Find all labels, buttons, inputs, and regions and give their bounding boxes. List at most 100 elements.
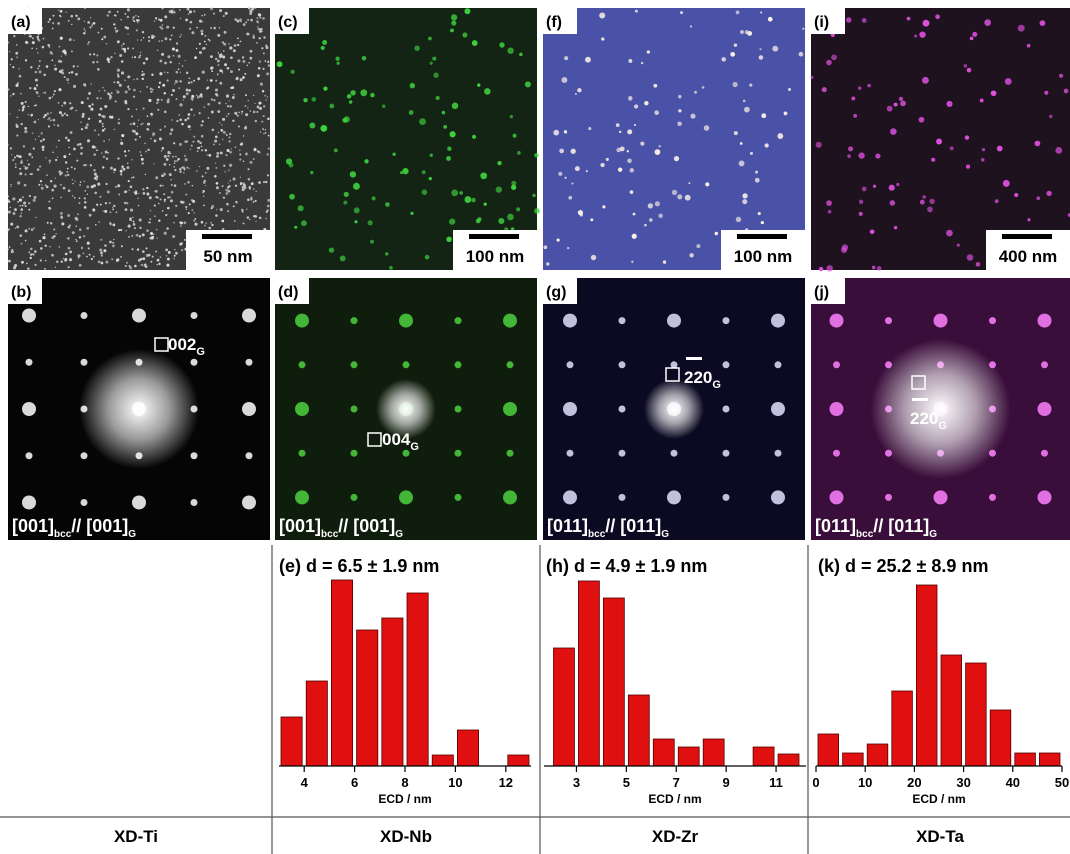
particle (53, 94, 55, 96)
particle (262, 90, 264, 92)
particle (168, 251, 171, 254)
particle (10, 147, 12, 149)
particle (258, 181, 261, 184)
bar (753, 747, 774, 766)
particle (196, 170, 198, 172)
particle (166, 158, 169, 161)
zone-b: // [001] (71, 516, 128, 536)
particle (102, 38, 103, 39)
particle (43, 74, 46, 77)
particle (209, 40, 211, 42)
particle (204, 35, 206, 37)
particle (132, 47, 134, 49)
particle (519, 53, 523, 57)
particle (148, 254, 151, 257)
particle (248, 100, 249, 101)
particle (50, 119, 52, 121)
particle (132, 217, 134, 219)
spot-sub: G (712, 379, 721, 391)
particle (123, 43, 125, 45)
particle (133, 223, 136, 226)
particle (256, 111, 258, 113)
particle (31, 156, 33, 158)
scale-bar (202, 234, 252, 239)
particle (156, 264, 157, 265)
particle (239, 149, 240, 150)
particle (53, 235, 55, 237)
particle (265, 45, 267, 47)
particle (826, 265, 832, 271)
bar (432, 755, 453, 766)
particle (191, 81, 193, 83)
particle (601, 37, 604, 40)
particle (241, 209, 243, 211)
particle (255, 215, 258, 218)
diffraction-spot (619, 494, 626, 501)
particle (39, 60, 41, 62)
particle (138, 56, 140, 58)
particle (227, 67, 230, 70)
particle (34, 250, 37, 253)
particle (48, 46, 50, 48)
particle (745, 30, 749, 34)
particle (220, 129, 223, 132)
particle (557, 239, 560, 242)
particle (30, 173, 32, 175)
particle (268, 64, 270, 66)
particle (161, 40, 163, 42)
particle (559, 149, 564, 154)
particle (862, 187, 867, 192)
particle (765, 143, 769, 147)
x-tick-label: 11 (769, 775, 783, 790)
particle (66, 78, 69, 81)
particle (259, 60, 261, 62)
particle (471, 198, 476, 203)
particle (265, 129, 266, 130)
diffraction-spot (567, 361, 574, 368)
particle (67, 139, 70, 142)
particle (233, 94, 235, 96)
particle (166, 264, 169, 267)
particle (199, 20, 202, 23)
particle (15, 163, 17, 165)
particle (79, 264, 82, 267)
particle (250, 161, 253, 164)
particle (677, 122, 681, 126)
particle (219, 55, 222, 58)
particle (87, 242, 90, 245)
particle (696, 244, 700, 248)
zone-a-sub: bcc (321, 529, 339, 540)
particle (768, 17, 773, 22)
particle (24, 130, 27, 133)
particle (28, 202, 30, 204)
particle (185, 206, 187, 208)
bar (818, 734, 839, 766)
spot-sub: G (196, 346, 205, 358)
bar (603, 598, 624, 766)
particle (98, 32, 100, 34)
particle (170, 199, 173, 202)
particle (113, 23, 115, 25)
particle (193, 10, 195, 12)
particle (44, 268, 46, 270)
diffraction-spot (1038, 490, 1052, 504)
diffraction-spot (507, 361, 514, 368)
particle (162, 185, 163, 186)
particle (98, 221, 100, 223)
particle (1064, 89, 1069, 94)
bar (990, 710, 1011, 766)
particle (226, 95, 229, 98)
particle (137, 22, 138, 23)
particle (33, 199, 36, 202)
particle (157, 259, 160, 262)
particle (164, 126, 166, 128)
particle (204, 14, 206, 16)
particle (97, 183, 100, 186)
particle (248, 62, 250, 64)
particle (34, 196, 37, 199)
particle (553, 130, 559, 136)
particle (121, 245, 123, 247)
particle (641, 62, 643, 64)
particle (101, 152, 102, 153)
x-tick-label: 10 (448, 775, 462, 790)
